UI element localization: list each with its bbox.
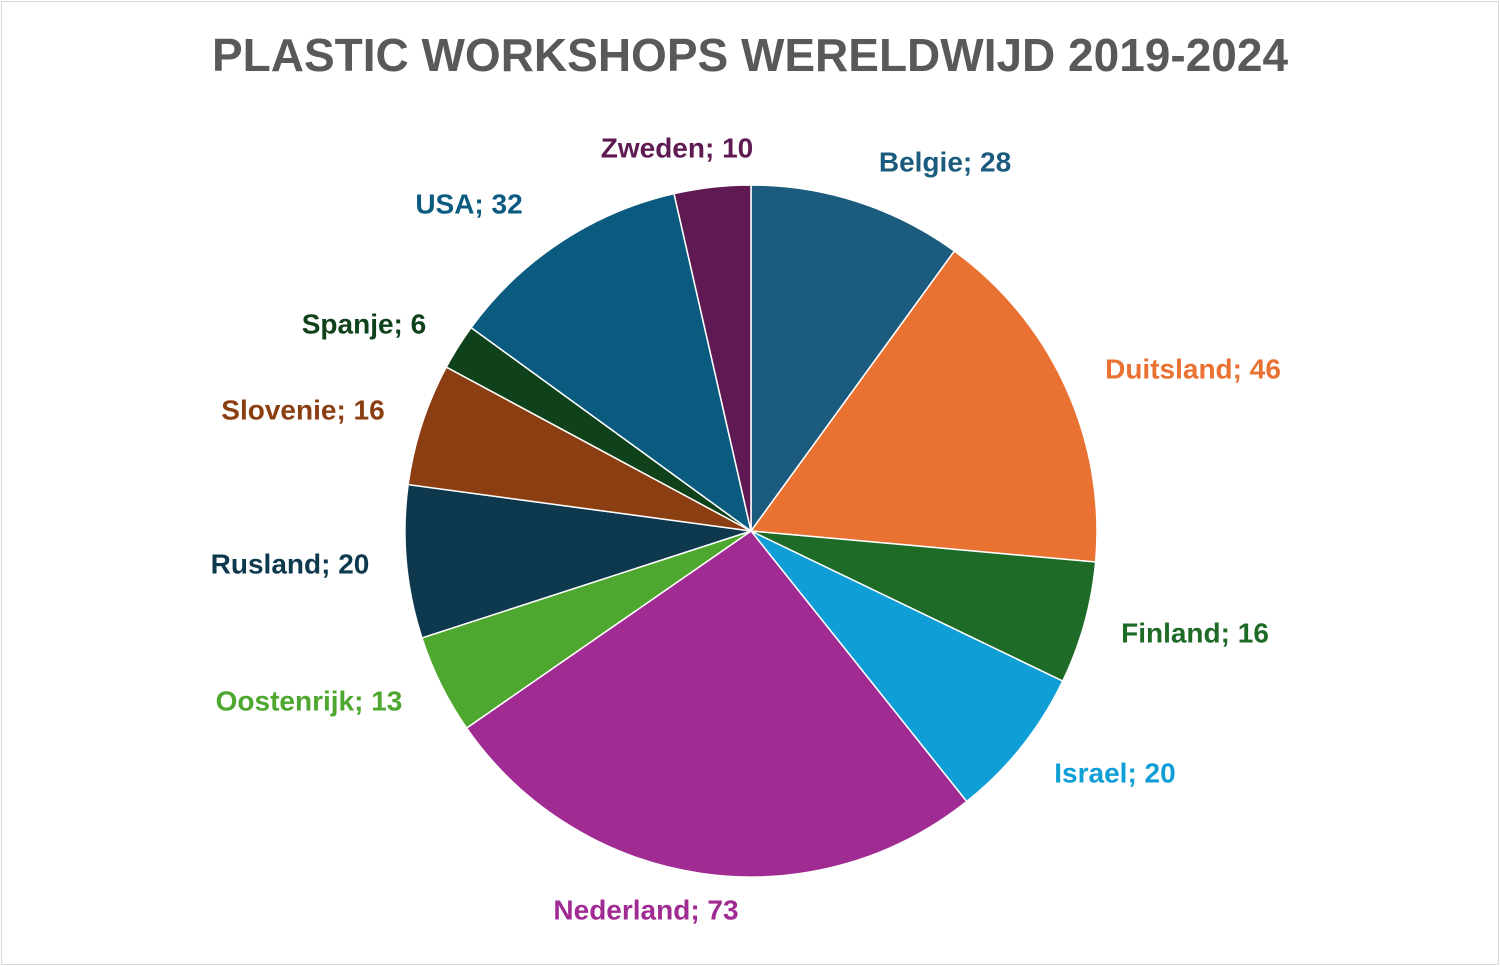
- data-labels: Belgie; 28 Duitsland; 46 Finland; 16 Israel…: [211, 133, 1281, 926]
- pie-slice-nederland: [465, 529, 968, 878]
- data-label-oostenrijk: Oostenrijk; 13: [216, 686, 403, 717]
- data-label-belgie: Belgie; 28: [879, 147, 1011, 178]
- data-label-usa: USA; 32: [415, 189, 522, 220]
- data-label-nederland: Nederland; 73: [553, 895, 738, 926]
- chart-title: PLASTIC WORKSHOPS WERELDWIJD 2019-2024: [211, 29, 1289, 81]
- pie-slice-finland: [750, 530, 1097, 683]
- data-label-rusland: Rusland; 20: [211, 549, 370, 580]
- data-label-spanje: Spanje; 6: [302, 309, 426, 340]
- pie-slice-israel: [750, 530, 1064, 803]
- pie-slice-zweden: [673, 184, 752, 532]
- pie-slice-usa: [470, 192, 753, 533]
- pie-slice-rusland: [404, 483, 752, 639]
- data-label-finland: Finland; 16: [1121, 618, 1269, 649]
- data-label-duitsland: Duitsland; 46: [1105, 354, 1281, 385]
- pie-slice-duitsland: [749, 250, 1098, 563]
- pie-slice-belgie: [750, 184, 956, 534]
- data-label-slovenie: Slovenie; 16: [221, 395, 384, 426]
- pie-slices: [404, 184, 1098, 878]
- data-label-israel: Israel; 20: [1054, 758, 1175, 789]
- pie-slice-slovenie: [407, 366, 752, 532]
- data-label-zweden: Zweden; 10: [601, 133, 753, 164]
